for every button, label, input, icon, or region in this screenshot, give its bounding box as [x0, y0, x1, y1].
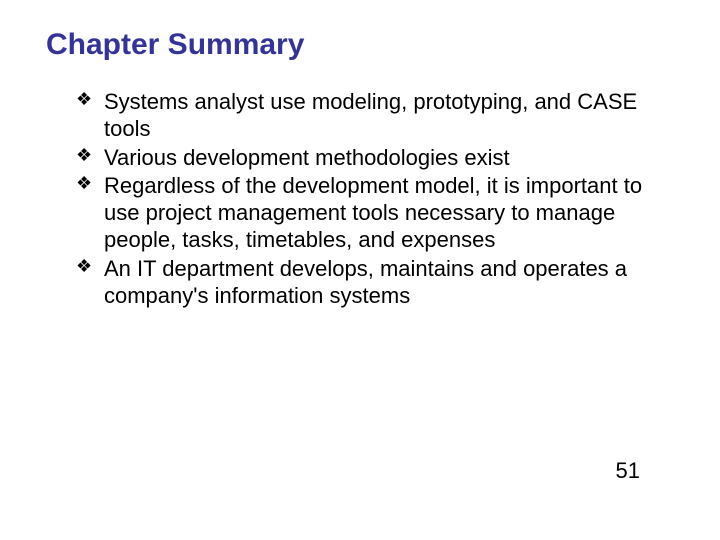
page-number: 51: [616, 458, 640, 484]
list-item-text: An IT department develops, maintains and…: [104, 256, 627, 308]
list-item: ❖ Various development methodologies exis…: [76, 145, 674, 172]
list-item: ❖ An IT department develops, maintains a…: [76, 256, 674, 310]
list-item-text: Regardless of the development model, it …: [104, 173, 642, 252]
bullet-list: ❖ Systems analyst use modeling, prototyp…: [46, 89, 674, 310]
diamond-bullet-icon: ❖: [76, 256, 92, 278]
slide-title: Chapter Summary: [46, 28, 674, 61]
diamond-bullet-icon: ❖: [76, 173, 92, 195]
slide: Chapter Summary ❖ Systems analyst use mo…: [0, 0, 720, 540]
diamond-bullet-icon: ❖: [76, 145, 92, 167]
list-item: ❖ Regardless of the development model, i…: [76, 173, 674, 253]
list-item-text: Various development methodologies exist: [104, 145, 510, 170]
diamond-bullet-icon: ❖: [76, 89, 92, 111]
list-item-text: Systems analyst use modeling, prototypin…: [104, 89, 637, 141]
list-item: ❖ Systems analyst use modeling, prototyp…: [76, 89, 674, 143]
